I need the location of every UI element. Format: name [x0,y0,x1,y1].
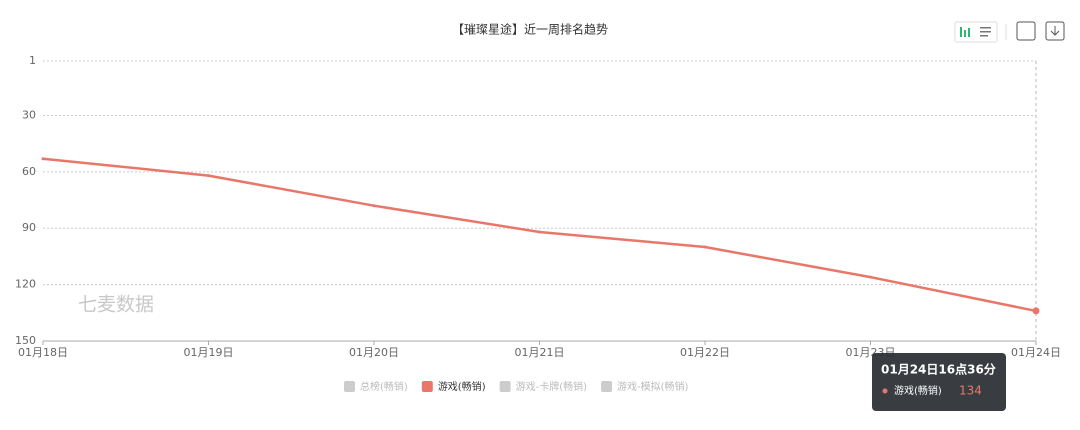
save-image[interactable] [1016,21,1036,41]
series-line [42,157,1037,313]
point [207,174,210,178]
point [869,275,872,279]
watermark: 七麦数据 [78,294,154,316]
tooltip-title: 01月24日16点36分 [881,362,996,377]
x-tick-label: 01月19日 [184,346,234,359]
x-tick-label: 01月22日 [680,346,730,359]
x-tick-label: 01月18日 [18,346,68,359]
point [703,245,707,249]
legend-label: 游戏-卡牌(畅销) [516,380,588,393]
y-tick-label: 60 [22,165,36,178]
legend-label: 游戏(畅销) [438,380,486,393]
legend-label: 总榜(畅销) [360,380,408,393]
y-tick-label: 120 [15,278,36,291]
y-tick-label: 90 [22,221,36,234]
tooltip-series: 游戏(畅销) [894,384,942,397]
y-tick-label: 150 [15,334,36,347]
legend-swatch[interactable] [421,381,433,392]
tooltip-dot [882,388,888,394]
legend-swatch[interactable] [344,381,355,392]
x-tick-label: 01月24日 [1011,346,1061,359]
x-tick-label: 01月21日 [515,346,565,359]
toolbox[interactable] [954,21,1065,43]
tooltip-value: 134 [959,384,982,398]
x-tick-label: 01月20日 [349,346,399,359]
point [538,230,541,234]
chart-title: 【璀璨星途】近一周排名趋势 [452,22,608,37]
point [1032,307,1040,315]
legend-swatch[interactable] [601,381,613,392]
tooltip-box [872,353,1006,411]
download[interactable] [1045,21,1065,41]
legend-label: 游戏-模拟(畅销) [617,380,689,393]
point [41,157,45,161]
y-tick-label: 30 [22,108,36,121]
legend-swatch[interactable] [499,381,511,392]
y-tick-label: 1 [29,54,36,67]
point [372,204,376,208]
